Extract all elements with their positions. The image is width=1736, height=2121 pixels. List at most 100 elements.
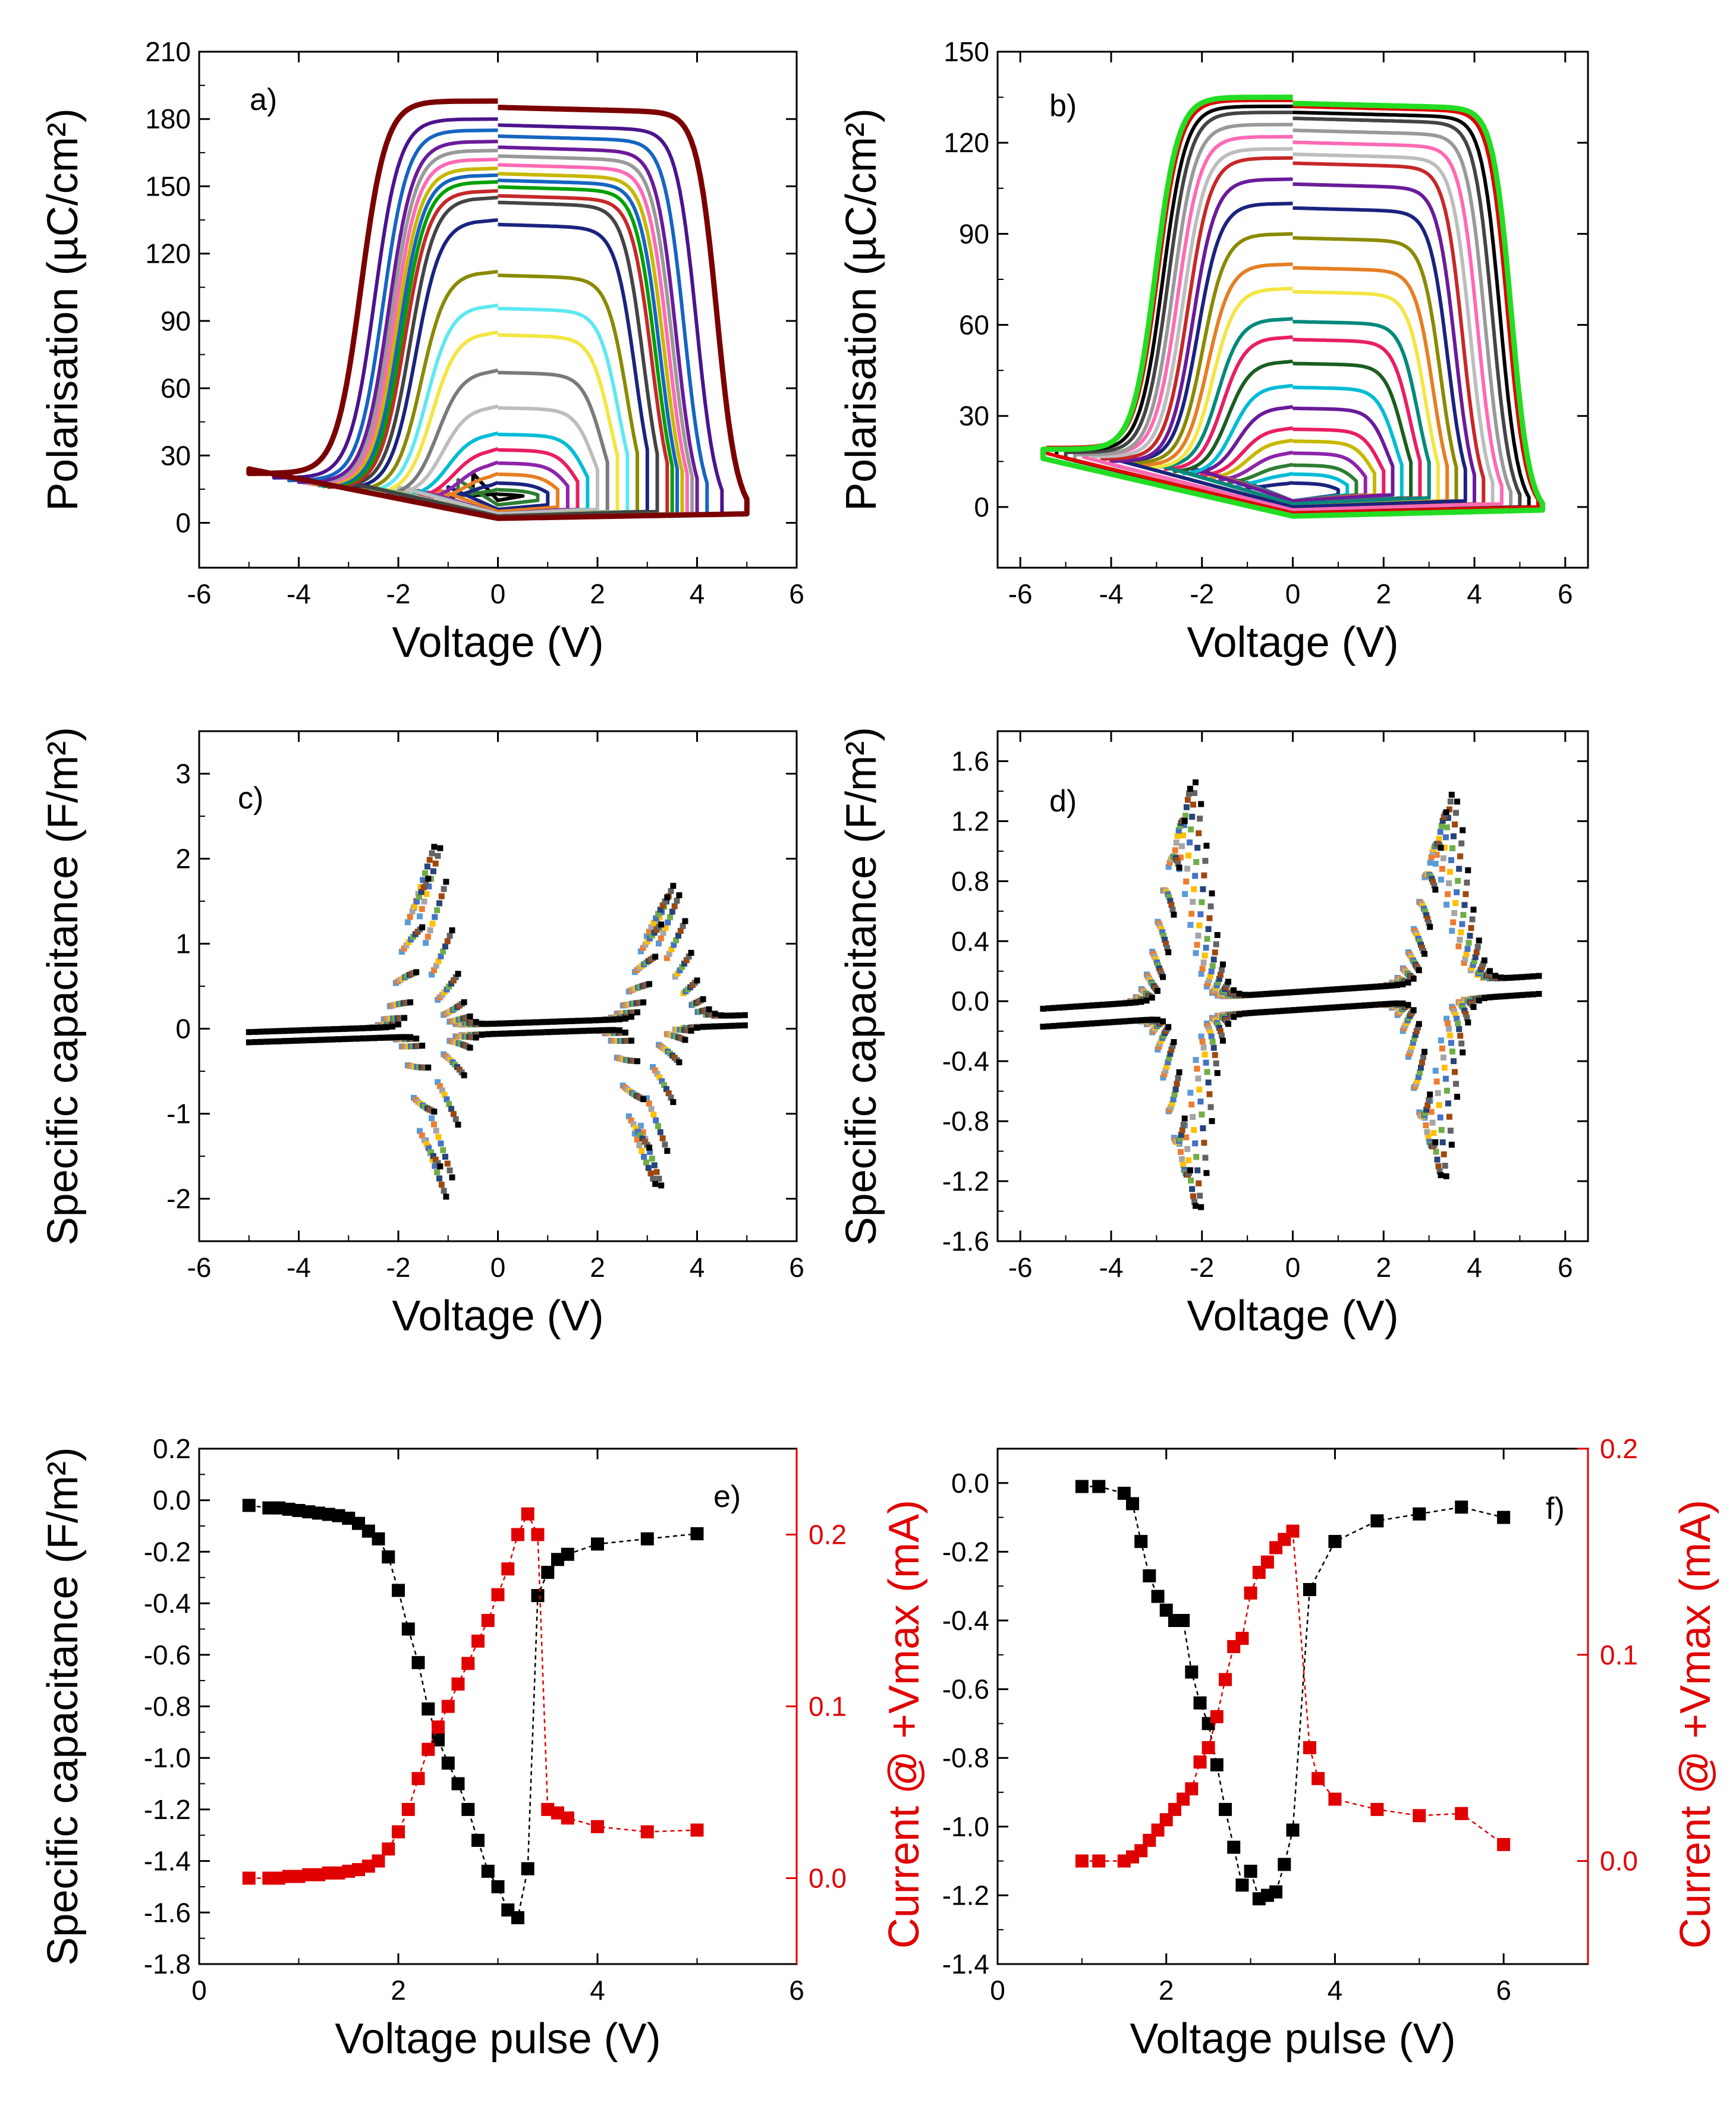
data-point (322, 1508, 335, 1521)
data-point (1367, 984, 1373, 990)
data-point (1416, 1021, 1422, 1027)
data-point (1432, 1139, 1439, 1146)
data-point (1100, 1002, 1106, 1008)
data-point (1503, 974, 1509, 981)
data-point (688, 1027, 694, 1034)
data-point (1206, 915, 1213, 921)
data-point (1296, 989, 1303, 995)
data-point (414, 898, 420, 905)
data-point (652, 1181, 659, 1187)
data-point (407, 1034, 414, 1040)
data-point (683, 957, 690, 964)
data-point (419, 1043, 426, 1049)
data-point (625, 1113, 632, 1119)
x-tick-label: 0 (490, 578, 506, 609)
data-point (1508, 993, 1515, 999)
data-point (485, 1021, 491, 1027)
data-point (317, 1027, 324, 1033)
data-point (1192, 1140, 1199, 1147)
data-point (1436, 1168, 1443, 1175)
data-point (1149, 995, 1155, 1001)
data-point (1161, 1071, 1168, 1078)
y-tick-label: 120 (145, 238, 191, 269)
panel-d-series (1040, 779, 1542, 1210)
y2-axis-label: Current @ +Vmax (mA) (1672, 1500, 1719, 1949)
data-point (682, 918, 688, 924)
data-point (435, 958, 442, 964)
data-point (429, 1156, 436, 1163)
data-point (1417, 1069, 1423, 1076)
data-point (417, 884, 424, 890)
data-point (1175, 860, 1181, 867)
data-point (545, 1029, 551, 1036)
plot-frame (198, 730, 798, 1242)
data-point (658, 921, 665, 928)
data-point (1182, 813, 1188, 819)
data-point (1192, 873, 1199, 879)
data-point (1328, 1792, 1342, 1806)
data-point (1187, 921, 1194, 928)
data-point (668, 888, 674, 894)
data-point (639, 1148, 645, 1154)
data-point (491, 1880, 505, 1893)
data-point (276, 1028, 282, 1034)
data-point (1204, 1069, 1210, 1075)
data-point (1438, 823, 1445, 829)
data-point (671, 942, 677, 948)
data-point (1212, 949, 1218, 956)
data-point (1194, 845, 1201, 851)
data-point (660, 930, 666, 936)
data-point (1189, 814, 1196, 820)
data-point (551, 1806, 564, 1820)
data-point (640, 1825, 654, 1839)
data-point (1455, 877, 1461, 884)
data-point (679, 964, 685, 970)
data-point (1514, 974, 1520, 981)
y-tick-label: -0.4 (942, 1046, 989, 1077)
x-tick-label: 6 (1558, 578, 1573, 609)
data-point (1183, 804, 1190, 810)
data-point (432, 1720, 445, 1734)
data-point (1252, 1009, 1259, 1016)
y2-tick-label: 0.2 (809, 1519, 847, 1550)
data-point (1476, 937, 1482, 944)
data-point (1216, 1025, 1222, 1031)
data-point (1151, 1590, 1165, 1603)
x-tick-label: -4 (287, 578, 311, 609)
data-point (377, 1024, 383, 1031)
y-tick-label: -1.2 (942, 1166, 989, 1197)
data-point (1184, 866, 1191, 872)
y-tick-label: -1.2 (144, 1794, 191, 1825)
data-point (1218, 1033, 1225, 1039)
data-point (680, 923, 686, 929)
data-point (1189, 1186, 1196, 1192)
data-point (1443, 809, 1449, 816)
data-point (341, 1025, 348, 1032)
data-point (1411, 1036, 1417, 1042)
x-tick-label: 4 (1467, 578, 1482, 609)
data-point (1169, 907, 1176, 913)
data-point (1427, 1091, 1433, 1098)
y-tick-label: 180 (145, 103, 191, 134)
data-point (401, 1034, 408, 1040)
data-point (1258, 991, 1264, 997)
data-point (347, 1036, 354, 1042)
data-point (1203, 945, 1209, 951)
data-point (1078, 1003, 1084, 1009)
data-point (1165, 1059, 1171, 1065)
hysteresis-loop (436, 471, 559, 514)
x-tick-label: 2 (590, 578, 605, 609)
data-point (1470, 962, 1476, 968)
data-point (1452, 1012, 1459, 1018)
y-tick-label: -2 (166, 1184, 191, 1214)
data-point (1454, 889, 1460, 895)
panel-b-series (1040, 95, 1546, 519)
panel-label: a) (250, 83, 277, 117)
data-point (392, 1584, 405, 1597)
data-point (246, 1039, 252, 1046)
data-point (1185, 791, 1192, 797)
data-point (1424, 1102, 1431, 1109)
data-point (1213, 941, 1219, 948)
data-point (1209, 1039, 1216, 1045)
data-point (312, 1037, 318, 1043)
